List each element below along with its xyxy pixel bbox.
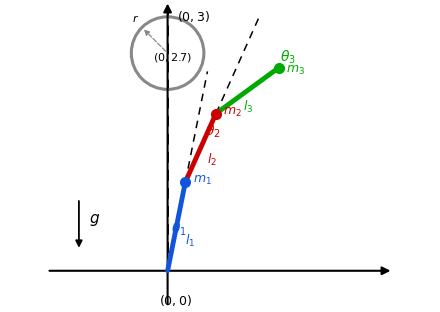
Text: $\theta_1$: $\theta_1$ — [171, 220, 187, 237]
Text: $\theta_2$: $\theta_2$ — [205, 123, 221, 140]
Text: $m_3$: $m_3$ — [286, 64, 305, 77]
Text: $l_3$: $l_3$ — [243, 99, 254, 115]
Text: $l_2$: $l_2$ — [207, 152, 217, 168]
Text: $r$: $r$ — [132, 13, 139, 24]
Text: $(0, 2.7)$: $(0, 2.7)$ — [153, 51, 192, 65]
Text: $m_2$: $m_2$ — [223, 105, 242, 119]
Text: $m_1$: $m_1$ — [194, 174, 213, 187]
Text: $g$: $g$ — [88, 212, 100, 228]
Text: $\theta_3$: $\theta_3$ — [280, 48, 296, 66]
Text: $(0, 0)$: $(0, 0)$ — [159, 293, 192, 308]
Text: $(0, 3)$: $(0, 3)$ — [177, 9, 210, 24]
Text: $l_1$: $l_1$ — [185, 233, 195, 249]
